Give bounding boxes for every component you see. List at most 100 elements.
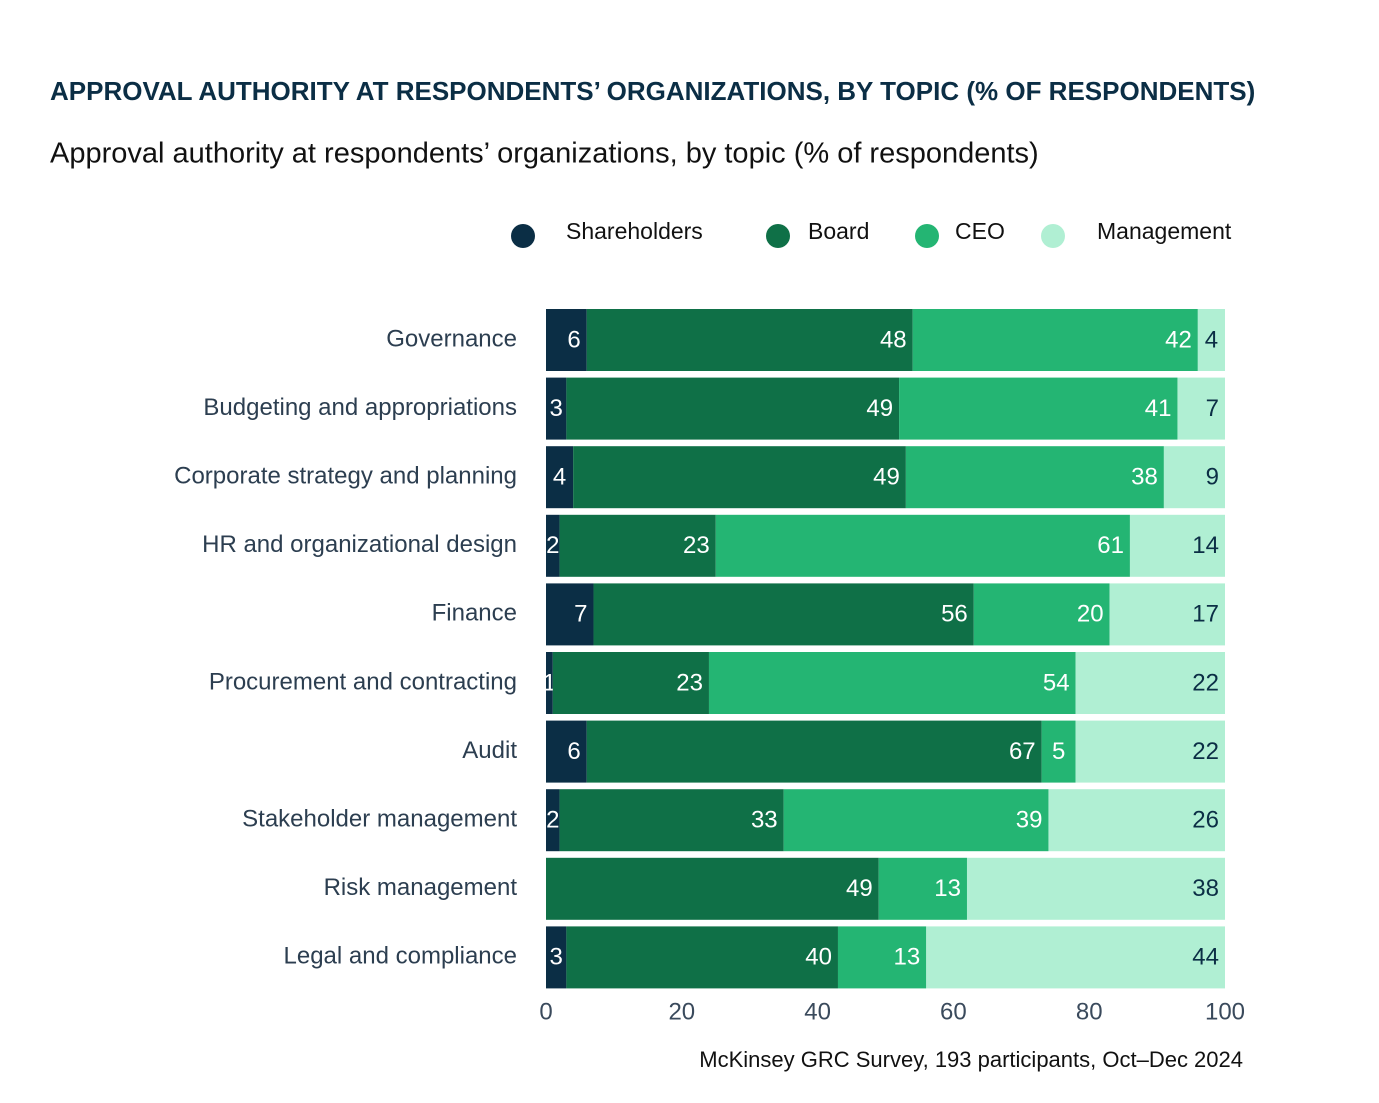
bar-segment [878, 857, 967, 920]
category-label: HR and organizational design [202, 531, 517, 558]
bar-segment [566, 926, 838, 989]
data-label: 17 [1192, 601, 1219, 628]
legend-marker [511, 224, 535, 248]
data-label: 61 [1097, 532, 1124, 559]
bar-segment [546, 514, 560, 577]
bar-segment [715, 514, 1130, 577]
data-label: 49 [866, 395, 893, 422]
data-label: 23 [676, 669, 703, 696]
legend-label: Shareholders [566, 218, 703, 244]
data-label: 1 [543, 669, 556, 696]
data-label: 67 [1009, 738, 1036, 765]
bar-segment [546, 377, 567, 440]
bar-segment [905, 446, 1164, 509]
bar-segment [546, 652, 553, 714]
bar-segment [559, 514, 716, 577]
x-tick-label: 100 [1205, 998, 1245, 1025]
legend-label: CEO [955, 218, 1005, 244]
bar-segment [899, 377, 1178, 440]
bar-segment [1048, 789, 1225, 852]
bar-segment [1041, 720, 1076, 783]
bar-segment [566, 377, 900, 440]
bar-segment [546, 720, 587, 783]
bar-segment [546, 309, 587, 371]
bar-segment [546, 583, 594, 646]
legend-marker [915, 224, 939, 248]
category-label: Budgeting and appropriations [203, 394, 517, 421]
data-label: 44 [1192, 944, 1219, 971]
data-label: 13 [894, 944, 921, 971]
category-label: Risk management [324, 874, 518, 901]
bar-segment [1075, 652, 1225, 714]
x-tick-label: 60 [940, 998, 967, 1025]
bar-segment [966, 857, 1225, 920]
data-label: 33 [751, 807, 778, 834]
bar-segment [1109, 583, 1225, 646]
legend-label: Board [808, 218, 869, 244]
bar-segment [1129, 514, 1225, 577]
chart-title: APPROVAL AUTHORITY AT RESPONDENTS’ ORGAN… [50, 76, 1255, 106]
data-label: 26 [1192, 807, 1219, 834]
data-label: 6 [567, 326, 580, 353]
data-label: 40 [805, 944, 832, 971]
bar-segment [926, 926, 1225, 989]
x-tick-label: 80 [1076, 998, 1103, 1025]
data-label: 7 [574, 601, 587, 628]
data-label: 22 [1192, 738, 1219, 765]
data-label: 23 [683, 532, 710, 559]
bar-segment [546, 446, 574, 509]
data-label: 42 [1165, 326, 1192, 353]
bar-segment [546, 926, 567, 989]
data-label: 4 [1205, 326, 1218, 353]
bar-segment [912, 309, 1198, 371]
category-label: Governance [386, 325, 517, 352]
bar-segment [837, 926, 927, 989]
data-label: 38 [1192, 875, 1219, 902]
data-label: 41 [1145, 395, 1172, 422]
bar-segment [546, 857, 879, 920]
category-label: Stakeholder management [242, 806, 517, 833]
category-label: Corporate strategy and planning [174, 463, 517, 490]
data-label: 5 [1052, 738, 1065, 765]
data-label: 3 [550, 944, 563, 971]
bar-segment [586, 720, 1042, 783]
bar-segment [783, 789, 1049, 852]
source-note: McKinsey GRC Survey, 193 participants, O… [699, 1047, 1243, 1072]
data-label: 3 [550, 395, 563, 422]
bar-segment [1197, 309, 1225, 371]
data-label: 2 [546, 532, 559, 559]
bar-segment [1075, 720, 1225, 783]
bar-segment [1163, 446, 1225, 509]
data-label: 38 [1131, 464, 1158, 491]
data-label: 54 [1043, 669, 1070, 696]
category-label: Finance [432, 600, 517, 627]
data-label: 7 [1206, 395, 1219, 422]
data-label: 20 [1077, 601, 1104, 628]
bar-segment [1177, 377, 1225, 440]
data-label: 56 [941, 601, 968, 628]
bar-segment [559, 789, 784, 852]
bar-segment [708, 652, 1076, 714]
data-label: 49 [846, 875, 873, 902]
bar-segment [593, 583, 974, 646]
data-label: 4 [553, 464, 566, 491]
chart-subtitle: Approval authority at respondents’ organ… [50, 138, 1039, 170]
data-label: 22 [1192, 669, 1219, 696]
legend-label: Management [1097, 218, 1232, 244]
data-label: 9 [1206, 464, 1219, 491]
data-label: 2 [546, 807, 559, 834]
data-label: 49 [873, 464, 900, 491]
bar-segment [586, 309, 913, 371]
x-tick-label: 0 [539, 998, 552, 1025]
category-label: Audit [462, 737, 517, 764]
bar-segment [573, 446, 906, 509]
x-tick-label: 40 [804, 998, 831, 1025]
data-label: 39 [1016, 807, 1043, 834]
bar-segment [552, 652, 709, 714]
category-label: Legal and compliance [284, 943, 518, 970]
legend-marker [1041, 224, 1065, 248]
data-label: 14 [1192, 532, 1219, 559]
data-label: 13 [934, 875, 961, 902]
x-tick-label: 20 [668, 998, 695, 1025]
